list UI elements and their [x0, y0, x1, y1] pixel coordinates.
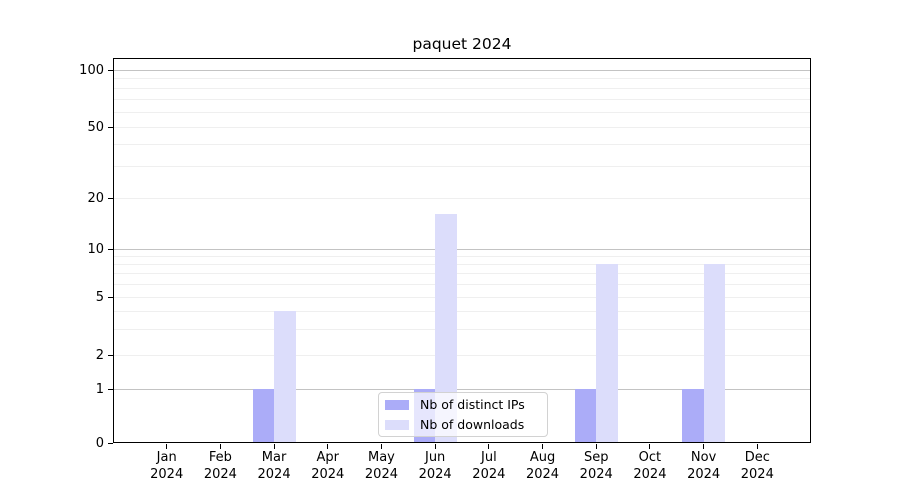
x-tick — [756, 444, 758, 449]
y-tick-label: 20 — [87, 190, 104, 206]
x-tick-label: May 2024 — [349, 450, 413, 483]
y-tick — [108, 197, 113, 199]
x-tick-label-month: Feb — [208, 450, 232, 465]
x-tick — [703, 444, 705, 449]
x-tick-label: Jun 2024 — [403, 450, 467, 483]
x-tick-label-year: 2024 — [740, 466, 774, 482]
gridline-major — [114, 69, 810, 71]
gridline-minor — [114, 197, 810, 199]
x-tick-label-year: 2024 — [150, 466, 184, 482]
x-tick — [488, 444, 490, 449]
gridline-minor — [114, 111, 810, 113]
gridline-minor — [114, 255, 810, 257]
gridline-minor — [114, 78, 810, 80]
x-tick — [219, 444, 221, 449]
x-tick-label: Oct 2024 — [618, 450, 682, 483]
x-tick-label-year: 2024 — [257, 466, 291, 482]
x-tick-label-month: Nov — [690, 450, 717, 465]
x-tick-label-month: Sep — [583, 450, 609, 465]
x-tick-label: Nov 2024 — [672, 450, 736, 483]
gridline-minor — [114, 166, 810, 168]
x-tick-label-month: Oct — [638, 450, 662, 465]
x-tick-label: Jul 2024 — [457, 450, 521, 483]
y-tick — [108, 442, 113, 444]
x-tick-label: Apr 2024 — [296, 450, 360, 483]
y-tick-label: 100 — [79, 62, 104, 78]
x-tick-label-month: Aug — [529, 450, 556, 465]
x-tick — [649, 444, 651, 449]
x-tick-label-year: 2024 — [472, 466, 506, 482]
bar-distinct-ips — [682, 389, 704, 443]
gridline-major — [114, 388, 810, 390]
x-tick-label: Dec 2024 — [725, 450, 789, 483]
y-tick — [108, 388, 113, 390]
y-tick-label: 1 — [95, 381, 104, 397]
bar-distinct-ips — [252, 389, 275, 443]
y-tick-label: 5 — [95, 289, 104, 305]
legend-entry-downloads: Nb of downloads — [385, 416, 547, 433]
x-tick — [595, 444, 597, 449]
x-tick-label: Mar 2024 — [242, 450, 306, 483]
y-tick-label: 0 — [95, 435, 104, 451]
x-tick-label-year: 2024 — [311, 466, 345, 482]
x-tick-label-month: Jul — [481, 450, 497, 465]
gridline-minor — [114, 143, 810, 145]
x-tick — [273, 444, 275, 449]
x-tick-label-month: Dec — [744, 450, 770, 465]
gridline-minor — [114, 296, 810, 298]
y-tick — [108, 248, 113, 250]
gridline-minor — [114, 263, 810, 265]
x-tick-label-month: Mar — [261, 450, 287, 465]
x-tick — [166, 444, 168, 449]
x-tick — [327, 444, 329, 449]
bar-downloads — [596, 264, 618, 443]
chart-title: paquet 2024 — [412, 35, 512, 53]
gridline-minor — [114, 273, 810, 275]
legend: Nb of distinct IPs Nb of downloads — [378, 392, 548, 437]
x-tick-label-year: 2024 — [525, 466, 560, 482]
x-tick-label: Sep 2024 — [564, 450, 628, 483]
x-tick-label-month: Jun — [424, 450, 446, 465]
x-tick-label: Feb 2024 — [188, 450, 252, 483]
y-tick — [108, 354, 113, 356]
legend-swatch-distinct-ips — [385, 399, 409, 410]
gridline-minor — [114, 283, 810, 285]
x-tick-label-year: 2024 — [633, 466, 667, 482]
x-tick-label-year: 2024 — [687, 466, 721, 482]
y-tick-label: 10 — [87, 241, 104, 257]
gridline-major — [114, 248, 810, 250]
x-tick — [380, 444, 382, 449]
x-tick-label-year: 2024 — [418, 466, 452, 482]
gridline-minor — [114, 310, 810, 312]
x-tick-label: Jan 2024 — [135, 450, 199, 483]
gridline-minor — [114, 354, 810, 356]
x-tick — [434, 444, 436, 449]
y-tick-label: 2 — [95, 347, 104, 363]
bar-distinct-ips — [574, 389, 597, 443]
x-tick-label-year: 2024 — [579, 466, 613, 482]
x-tick-label: Aug 2024 — [511, 450, 575, 483]
bar-downloads — [703, 264, 726, 443]
legend-entry-distinct-ips: Nb of distinct IPs — [385, 396, 547, 413]
bar-downloads — [435, 214, 457, 443]
y-tick — [108, 126, 113, 128]
legend-label-distinct-ips: Nb of distinct IPs — [420, 397, 525, 412]
y-tick-label: 50 — [87, 119, 104, 135]
legend-swatch-downloads — [385, 419, 409, 430]
gridline-minor — [114, 328, 810, 330]
gridline-minor — [114, 98, 810, 100]
legend-label-downloads: Nb of downloads — [420, 417, 525, 432]
x-tick-label-month: Apr — [316, 450, 340, 465]
x-tick-label-month: Jan — [156, 450, 177, 465]
x-tick — [542, 444, 544, 449]
x-tick-label-year: 2024 — [364, 466, 398, 482]
y-tick — [108, 69, 113, 71]
gridline-minor — [114, 87, 810, 89]
x-tick-label-year: 2024 — [203, 466, 237, 482]
x-tick-label-month: May — [368, 450, 395, 465]
y-tick — [108, 296, 113, 298]
gridline-minor — [114, 126, 810, 128]
bar-downloads — [274, 311, 296, 443]
